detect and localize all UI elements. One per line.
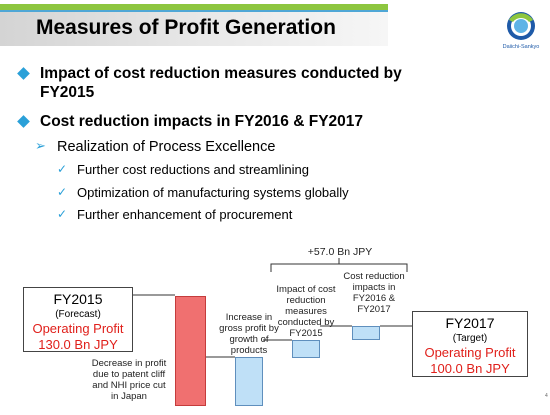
checklist-item: Further enhancement of procurement [77, 207, 293, 222]
page-title: Measures of Profit Generation [36, 16, 336, 39]
fy2017-period: (Target) [452, 333, 488, 344]
title-accent-stripe [0, 10, 388, 12]
checkmark-icon: ✓ [57, 162, 68, 176]
fy2017-box: FY2017 (Target) Operating Profit 100.0 B… [412, 311, 528, 377]
fy2015-period: (Forecast) [55, 309, 101, 320]
fy2017-year: FY2017 [445, 315, 495, 331]
fy2015-metric: Operating Profit [32, 321, 124, 336]
fy2017-value: 100.0 Bn JPY [430, 361, 510, 376]
growth-label: Increase in gross profit by growth of pr… [219, 312, 279, 356]
increase-bar-fy2015-measures [292, 340, 320, 358]
bullet-2-line-1: Cost reduction impacts in FY2016 & FY201… [40, 113, 364, 130]
logo-text: Daiichi-Sankyo [502, 44, 540, 50]
decrease-label: Decrease in profit due to patent cliff a… [91, 358, 167, 402]
title-accent-bar [0, 4, 388, 10]
checklist-item: Optimization of manufacturing systems gl… [77, 185, 349, 200]
company-logo: Daiichi-Sankyo [495, 8, 547, 56]
checklist-item: Further cost reductions and streamlining [77, 162, 309, 177]
logo-mark-icon [507, 12, 535, 40]
checkmark-icon: ✓ [57, 207, 68, 221]
title-bar: Measures of Profit Generation [0, 4, 388, 46]
fy2015-year: FY2015 [53, 291, 103, 307]
fy2015-value: 130.0 Bn JPY [38, 337, 118, 352]
fy2015-measures-label: Impact of cost reduction measures conduc… [276, 284, 336, 339]
sub-bullet: Realization of Process Excellence [57, 139, 276, 155]
page-number: 4 [545, 393, 548, 399]
bullet-1-line-2: FY2015 [40, 84, 95, 101]
increase-bar-growth [235, 357, 263, 406]
fy2016-2017-label: Cost reduction impacts in FY2016 & FY201… [343, 271, 405, 315]
fy2017-metric: Operating Profit [424, 345, 516, 360]
decrease-bar [175, 296, 206, 406]
fy2015-box: FY2015 (Forecast) Operating Profit 130.0… [23, 287, 133, 352]
total-increase-label: +57.0 Bn JPY [307, 246, 373, 258]
arrowhead-icon: ➢ [35, 138, 46, 153]
increase-bar-fy2016-2017 [352, 326, 380, 340]
bullet-1-line-1: Impact of cost reduction measures conduc… [40, 65, 402, 82]
checkmark-icon: ✓ [57, 185, 68, 199]
